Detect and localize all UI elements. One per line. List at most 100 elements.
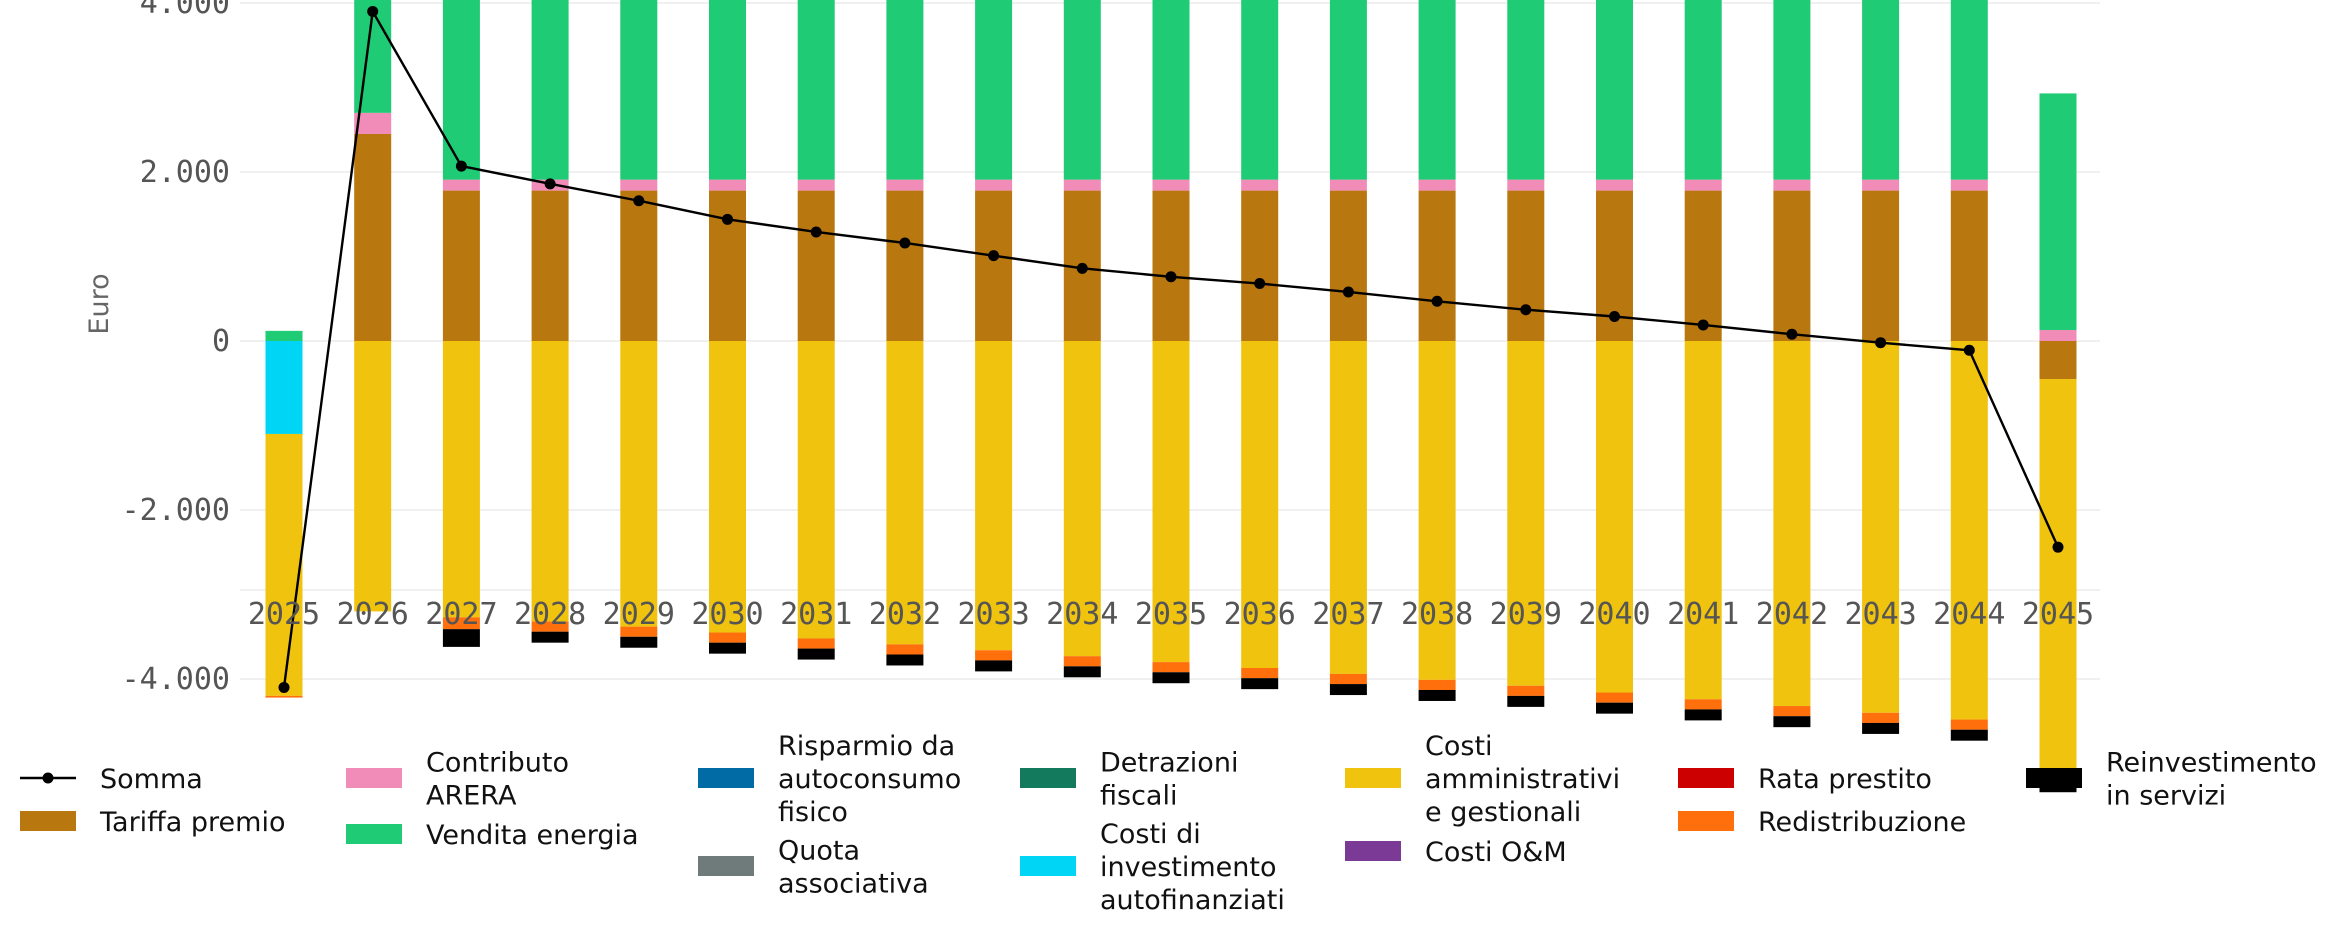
bars <box>265 0 2077 793</box>
bar-segment <box>1418 679 1456 690</box>
bar-segment <box>442 341 480 618</box>
bar-segment <box>1329 0 1367 180</box>
somma-point <box>1431 295 1443 307</box>
legend-label: Somma <box>100 764 203 795</box>
x-tick-label: 2044 <box>1933 597 2005 632</box>
somma-point <box>1520 304 1532 316</box>
legend-label: Tariffa premio <box>99 807 285 838</box>
somma-point <box>1254 278 1266 290</box>
bar-segment <box>1418 341 1456 680</box>
legend-item: Costi O&M <box>1345 837 1567 868</box>
bar-segment <box>531 0 569 180</box>
somma-point <box>1697 319 1709 331</box>
bar-segment <box>797 648 835 660</box>
bar-segment <box>886 654 924 666</box>
bar-segment <box>442 617 480 630</box>
legend-label-line: Costi O&M <box>1425 837 1567 868</box>
bar-segment <box>1507 341 1545 686</box>
bar-segment <box>1241 678 1279 690</box>
x-tick-label: 2042 <box>1756 597 1828 632</box>
legend-label: Quota associativa <box>778 836 929 900</box>
bar-segment <box>1152 179 1190 191</box>
bar-segment <box>1241 0 1279 180</box>
legend-item: Quota associativa <box>698 836 929 900</box>
bar-segment <box>1418 179 1456 191</box>
bar-segment <box>709 0 746 180</box>
legend-marker <box>42 772 54 784</box>
bar-segment <box>1773 341 1811 707</box>
legend-label-line: Reinvestimento <box>2106 748 2317 779</box>
somma-point <box>2052 541 2064 553</box>
x-tick-label: 2038 <box>1401 597 1473 632</box>
legend-item: Detrazioni fiscali <box>1020 748 1238 812</box>
x-tick-label: 2043 <box>1844 597 1916 632</box>
legend-label-line: Quota <box>778 836 860 867</box>
bar-segment <box>531 631 569 643</box>
bar-segment <box>265 341 303 434</box>
legend-label-line: autofinanziati <box>1100 885 1285 916</box>
bar-segment <box>1596 692 1633 703</box>
legend-label-line: Detrazioni <box>1100 748 1238 779</box>
y-tick-label: 0 <box>212 324 230 359</box>
x-tick-label: 2033 <box>957 597 1029 632</box>
bar-segment <box>1596 702 1633 714</box>
bar-segment <box>797 0 835 180</box>
bar-segment <box>975 341 1013 651</box>
bar-segment <box>265 330 303 341</box>
legend-label: Vendita energia <box>426 820 639 851</box>
legend-label-line: ARERA <box>426 781 517 812</box>
bar-segment <box>1684 179 1722 191</box>
bar-segment <box>1063 179 1101 191</box>
somma-point <box>899 237 911 249</box>
legend-item: Vendita energia <box>346 820 639 851</box>
somma-point <box>1165 271 1177 283</box>
legend-label-line: e gestionali <box>1425 797 1581 828</box>
bar-segment <box>797 341 835 639</box>
bar-segment <box>531 190 569 341</box>
legend-label: Detrazioni fiscali <box>1100 748 1238 812</box>
legend-label-line: Costi di <box>1100 819 1201 850</box>
legend-label-line: amministrativi <box>1425 764 1620 795</box>
somma-point <box>722 213 733 225</box>
bar-segment <box>2039 341 2077 380</box>
legend-swatch <box>1678 768 1734 788</box>
x-tick-label: 2034 <box>1046 597 1118 632</box>
somma-point <box>1342 286 1354 298</box>
legend-label-line: Costi <box>1425 731 1493 762</box>
bar-segment <box>1507 179 1545 191</box>
bar-segment <box>531 621 569 632</box>
bar-segment <box>1507 695 1545 707</box>
legend-label: Reinvestimento in servizi <box>2106 748 2317 812</box>
bar-segment <box>620 190 658 341</box>
bar-segment <box>1950 719 1988 730</box>
bar-segment <box>1773 716 1811 728</box>
bar-segment <box>354 133 392 341</box>
somma-point <box>1875 337 1887 349</box>
legend-item: Costi amministrativi e gestionali <box>1345 731 1620 828</box>
bar-segment <box>797 638 835 649</box>
legend-item: Risparmio da autoconsumo fisico <box>698 731 961 828</box>
bar-segment <box>442 0 480 180</box>
x-tick-label: 2029 <box>603 597 675 632</box>
legend-item: Rata prestito <box>1678 764 1932 795</box>
legend-swatch <box>346 768 402 788</box>
bar-segment <box>886 341 924 645</box>
bar-segment <box>1684 0 1722 180</box>
x-tick-labels: 2025 2026 2027 2028 2029 2030 2031 2032 2033 2034… <box>248 597 2094 632</box>
bar-segment <box>620 341 658 627</box>
legend-item: Contributo ARERA <box>346 748 569 812</box>
somma-line <box>278 5 2064 693</box>
bar-segment <box>1862 722 1900 734</box>
legend-label: Contributo ARERA <box>426 748 569 812</box>
legend-label-line: in servizi <box>2106 781 2226 812</box>
bar-segment <box>1862 0 1900 180</box>
bar-segment <box>1862 190 1900 341</box>
bar-segment <box>2039 379 2077 770</box>
bar-segment <box>886 179 924 191</box>
bar-segment <box>1773 706 1811 717</box>
legend-label-line: investimento <box>1100 852 1277 883</box>
x-tick-label: 2037 <box>1312 597 1384 632</box>
somma-point <box>1076 262 1088 274</box>
